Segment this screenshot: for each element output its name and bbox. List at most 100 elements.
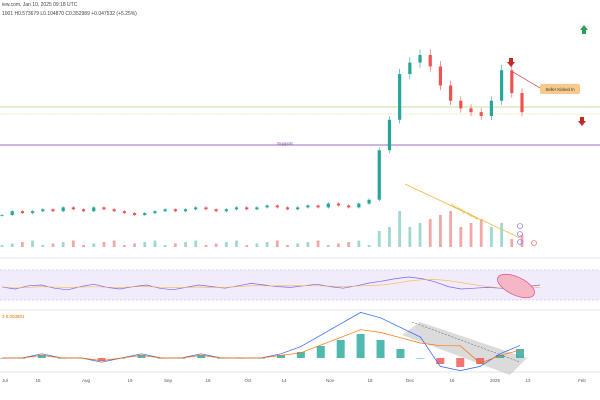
volume-bar [500,223,504,247]
volume-bar [357,240,361,247]
candle-body [367,199,371,204]
candle-body [377,150,381,200]
x-tick-label: 18 [367,378,373,383]
candle-body [510,70,514,94]
candle-body [438,66,443,86]
x-tick-label: Dec [405,378,415,383]
volume-bar [490,227,493,247]
volume-trend-line [404,183,521,239]
candle-body [214,209,218,212]
macd-channel-shape [402,322,527,375]
x-tick-label: Jul [2,378,8,383]
seller-callout: Seller Kicked In [540,84,580,94]
volume-bar [326,245,330,247]
candle-body [204,207,208,210]
volume-bar [479,219,483,247]
volume-bar [41,245,45,247]
macd-hist-bar [496,355,505,358]
candle-body [245,207,249,210]
chart-header-info: iew.com, Jan 10, 2025 09:18 UTC [2,2,78,8]
candle-body [265,205,269,208]
volume-bar [61,242,65,247]
volume-bar [122,245,126,247]
x-tick-label: 16 [449,378,455,383]
volume-bar [112,240,116,247]
macd-hist-bar [376,340,385,358]
volume-bar [255,243,259,247]
macd-hist-bar [336,340,345,358]
candle-body [500,70,504,101]
candle-body [194,207,198,210]
x-tick-label: 19 [127,378,133,383]
volume-bar [10,243,14,247]
volume-bar [214,243,218,247]
candle-body [316,205,320,208]
candle-body [153,211,157,214]
candle-body [71,207,75,210]
candle-body [306,205,310,208]
macd-hist-bar [456,358,465,367]
candle-body [275,205,279,208]
callout-pointer [512,71,541,89]
candle-body [30,211,35,214]
volume-bar [449,211,453,247]
candle-body [112,209,116,212]
rsi-highlight-ellipse [497,273,535,299]
volume-bar [510,239,514,247]
volume-bars [0,211,524,247]
marker-icon [517,223,523,229]
volume-bar [153,240,157,247]
candle-body [489,100,494,116]
x-tick-label: 2025 [489,378,501,383]
volume-bar [92,243,96,247]
volume-bar [439,215,442,247]
volume-bar [418,223,422,247]
candle-body [449,85,453,101]
candle-body [459,100,463,109]
volume-bar [408,227,412,247]
volume-bar [245,245,249,247]
volume-bar [194,240,198,247]
macd-hist-bar [37,355,46,358]
candle-body [51,209,55,212]
volume-bar [367,245,371,247]
marker-icon [517,239,523,245]
candle-body [163,209,167,212]
macd-hist-bar [276,355,285,358]
candle-body [92,207,96,212]
candle-body [408,62,412,75]
candle-body [428,55,432,67]
candle-body [357,203,361,208]
ohlc-readout: 1001 H0.573679 L0.104870 C0.352989 +0.04… [2,11,137,17]
green-up-arrow-icon [580,25,588,34]
candle-body [520,93,524,113]
rsi-ma-line [1,279,541,289]
volume-bar [520,235,524,247]
candle-body [326,203,330,208]
volume-bar [184,242,187,247]
volume-bar [316,240,320,247]
macd-hist-bar [396,349,405,358]
candle-body [255,207,259,210]
volume-bar [337,243,340,247]
volume-bar [143,242,147,247]
volume-bar [173,243,177,247]
candle-body [347,205,351,208]
volume-bar [0,245,4,247]
volume-bar [51,243,55,247]
candle-body [81,209,86,212]
x-tick-label: Oct [244,378,252,383]
x-tick-label: Aug [81,378,91,383]
x-tick-label: 14 [281,378,287,383]
candle-body [224,209,228,212]
macd-hist-bar [516,349,524,358]
marker-icon [531,240,537,246]
macd-hist-bar [416,358,425,359]
volume-bar [204,245,208,247]
volume-bar [163,245,167,247]
volume-bar [459,227,463,247]
volume-bar [20,242,24,247]
volume-bar [265,242,269,247]
x-tick-label: 16 [205,378,211,383]
x-tick-label: 15 [35,378,41,383]
